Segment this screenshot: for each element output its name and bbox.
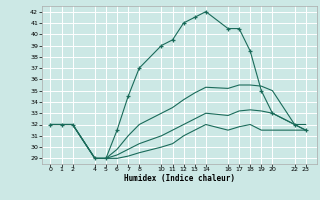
X-axis label: Humidex (Indice chaleur): Humidex (Indice chaleur) [124,174,235,183]
